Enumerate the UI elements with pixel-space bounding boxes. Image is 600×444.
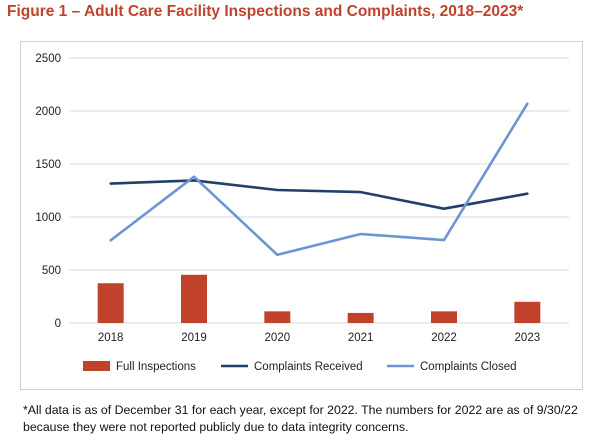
bar [431,311,457,323]
y-tick-label: 2000 [35,106,61,118]
bar [347,312,374,323]
figure-title: Figure 1 – Adult Care Facility Inspectio… [7,3,524,20]
series-line [109,102,529,257]
x-tick-label: 2019 [181,332,207,344]
legend-label: Complaints Closed [420,361,517,373]
chart-svg: 0 500 1000 1500 2000 2500 2018 2019 2020 2021 2022… [35,53,569,373]
y-tick-label: 2500 [35,53,61,65]
x-tick-label: 2023 [515,332,541,344]
y-tick-label: 500 [42,265,61,277]
y-tick-label: 1000 [35,212,61,224]
bar [97,283,124,323]
y-tick-label: 1500 [35,159,61,171]
legend-label: Full Inspections [116,361,196,373]
bar [264,311,291,323]
series-line [109,179,529,210]
bar [514,301,541,323]
x-tick-label: 2018 [98,332,124,344]
x-tick-label: 2022 [431,332,457,344]
legend-swatch [83,361,110,371]
y-tick-label: 0 [55,318,61,330]
footnote: *All data is as of December 31 for each … [23,403,578,434]
x-tick-label: 2020 [265,332,291,344]
chart-container: 0 500 1000 1500 2000 2500 2018 2019 2020 2021 2022… [20,41,583,390]
x-tick-label: 2021 [348,332,374,344]
legend-label: Complaints Received [254,361,363,373]
bar [181,274,207,323]
